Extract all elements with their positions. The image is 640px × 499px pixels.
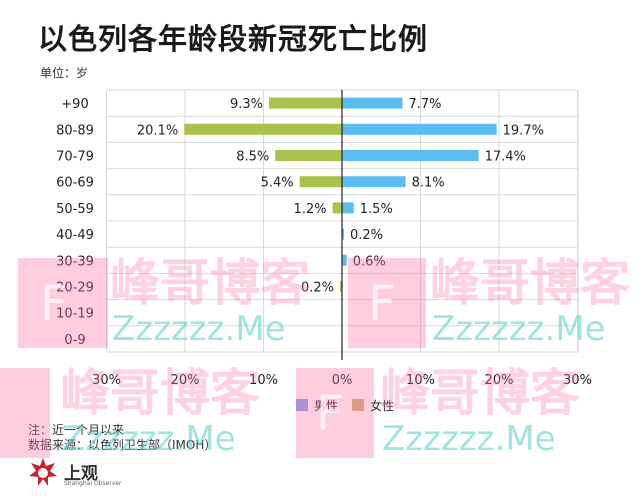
unit-label: 单位：岁 (40, 66, 89, 80)
value-label-male: 7.7% (408, 97, 441, 112)
category-label: 40-49 (56, 228, 94, 243)
logo-icon (29, 458, 57, 486)
value-labels: 7.7% 9.3% 19.7% 20.1% 17.4% 8.5% 8.1% 5.4% 1.5% 1… (137, 97, 544, 295)
category-label: +90 (61, 97, 88, 112)
category-label: 30-39 (56, 254, 94, 269)
value-label-male: 0.2% (350, 228, 383, 243)
source-line: 数据来源：以色列卫生部（IMOH） (28, 438, 217, 452)
value-label-male: 8.1% (412, 176, 445, 191)
x-tick-label: 30% (92, 373, 121, 388)
bar-female (332, 202, 342, 214)
bar-female (340, 281, 342, 292)
x-tick-label: 10% (406, 373, 435, 388)
x-tick-label: 20% (171, 373, 200, 388)
bar-male (342, 176, 406, 188)
x-tick-label: 0% (332, 373, 353, 388)
category-label: 0-9 (64, 333, 85, 348)
x-tick-label: 30% (563, 373, 592, 388)
value-label-female: 20.1% (137, 123, 178, 138)
value-label-female: 1.2% (294, 202, 327, 217)
legend-swatch (296, 399, 308, 411)
notes: 注：近一个月以来 数据来源：以色列卫生部（IMOH） (28, 423, 216, 453)
bar-female (268, 97, 342, 109)
value-label-female: 9.3% (230, 97, 263, 112)
category-label: 20-29 (56, 281, 94, 296)
legend-label: 女性 (370, 398, 394, 413)
logo-subtitle: Shanghai Observer (64, 480, 122, 487)
category-label: 10-19 (56, 307, 94, 322)
bar-male (342, 97, 403, 109)
category-label: 50-59 (56, 202, 94, 217)
legend-label: 男性 (314, 399, 338, 413)
bar-female (299, 176, 342, 188)
value-label-male: 1.5% (360, 202, 393, 217)
logo-name: 上观 (64, 464, 98, 484)
category-labels: +90 80-89 70-79 60-69 50-59 40-49 30-39 20-29 10… (56, 97, 94, 348)
legend: 男性 女性 (296, 398, 394, 413)
legend-swatch (352, 399, 364, 411)
x-axis-ticks: 30% 20% 10% 0% 10% 20% 30% (92, 373, 592, 388)
bar-male (342, 202, 354, 214)
bar-male (342, 123, 497, 135)
value-label-male: 0.6% (353, 254, 386, 269)
x-tick-label: 20% (485, 373, 514, 388)
category-label: 70-79 (56, 150, 94, 165)
bar-female (184, 123, 342, 135)
value-label-male: 17.4% (485, 150, 526, 165)
value-label-female: 8.5% (236, 150, 269, 165)
x-tick-label: 10% (249, 373, 278, 388)
category-label: 60-69 (56, 176, 94, 191)
bar-female (275, 150, 342, 161)
bar-male (342, 254, 347, 266)
value-label-female: 0.2% (301, 281, 334, 296)
logo: 上观 Shanghai Observer (28, 457, 138, 491)
bar-male (342, 150, 479, 161)
value-label-male: 19.7% (503, 123, 544, 138)
bars (184, 90, 497, 360)
value-label-female: 5.4% (261, 176, 294, 191)
category-label: 80-89 (56, 123, 94, 138)
note-line: 注：近一个月以来 (28, 423, 125, 437)
bar-male (342, 228, 344, 240)
chart-title: 以色列各年龄段新冠死亡比例 (38, 22, 429, 56)
